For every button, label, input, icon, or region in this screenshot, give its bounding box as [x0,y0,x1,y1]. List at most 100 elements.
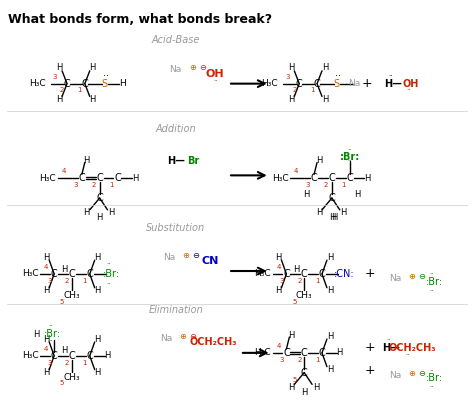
Text: Br: Br [187,156,200,166]
Text: H: H [337,348,343,357]
Text: H—: H— [382,343,400,353]
Text: ··: ·· [213,78,218,84]
Text: H: H [327,365,333,374]
Text: 5: 5 [60,299,64,305]
Text: H: H [327,253,333,262]
Text: 4: 4 [294,168,299,174]
Text: H: H [355,190,361,198]
Text: :Br:: :Br: [426,373,443,383]
Text: H: H [328,213,335,222]
Text: H: H [43,253,49,262]
Text: 2: 2 [60,87,64,93]
Text: ··: ·· [429,385,434,391]
Text: C: C [82,79,88,89]
Text: Na: Na [160,334,172,342]
Text: :Br:: :Br: [103,269,120,279]
Text: OH: OH [403,79,419,89]
Text: H: H [316,209,322,217]
Text: Elimination: Elimination [148,306,203,316]
Text: H₃C: H₃C [272,174,288,183]
Text: Acid-Base: Acid-Base [152,35,200,45]
Text: ⊖: ⊖ [192,251,199,260]
Text: H₃C: H₃C [254,348,271,357]
Text: C: C [319,269,325,279]
Text: H: H [43,368,49,377]
Text: H: H [83,209,90,217]
Text: 5: 5 [292,299,297,305]
Text: H: H [56,95,62,104]
Text: 4: 4 [276,264,281,270]
Text: H₃C: H₃C [261,79,277,88]
Text: OH: OH [206,69,225,79]
Text: H: H [132,174,138,183]
Text: H: H [61,265,67,273]
Text: H—: H— [167,156,185,166]
Text: H: H [275,286,282,295]
Text: 2: 2 [65,360,69,366]
Text: C: C [69,269,75,279]
Text: H: H [94,368,101,377]
Text: ··: ·· [388,73,392,79]
Text: H: H [96,213,103,222]
Text: ⊕: ⊕ [182,251,189,260]
Text: ··: ·· [347,147,352,153]
Text: H₃C: H₃C [254,269,271,278]
Text: C: C [301,368,308,378]
Text: H: H [293,265,300,273]
Text: C: C [301,348,308,358]
Text: 2: 2 [297,278,301,284]
Text: S: S [101,79,108,89]
Text: 2: 2 [91,182,96,188]
Text: 1: 1 [341,182,346,188]
Text: H: H [322,63,328,72]
Text: ··: ·· [335,71,344,81]
Text: H: H [94,334,101,344]
Text: H: H [364,174,371,183]
Text: OCH₂CH₃: OCH₂CH₃ [388,343,436,353]
Text: 3: 3 [306,182,310,188]
Text: H₃C: H₃C [39,174,56,183]
Text: H: H [322,95,328,104]
Text: ⊕: ⊕ [189,63,196,72]
Text: ··: ·· [429,368,434,374]
Text: C: C [69,351,75,361]
Text: C: C [328,173,335,183]
Text: ··: ·· [429,288,434,294]
Text: H: H [56,63,62,72]
Text: 4: 4 [276,343,281,349]
Text: H: H [288,383,294,392]
Text: H: H [316,156,322,165]
Text: :Br:: :Br: [426,277,443,287]
Text: +: + [361,77,372,90]
Text: 3: 3 [279,357,284,363]
Text: Addition: Addition [155,124,196,134]
Text: C: C [319,348,325,358]
Text: C: C [51,269,57,279]
Text: C: C [346,173,353,183]
Text: C: C [328,193,335,203]
Text: C: C [86,351,93,361]
Text: 3: 3 [285,74,290,80]
Text: 3: 3 [47,360,52,366]
Text: C: C [96,173,103,183]
Text: C: C [64,79,71,89]
Text: Na: Na [389,371,401,380]
Text: H: H [327,286,333,295]
Text: H: H [108,209,115,217]
Text: H: H [43,286,49,295]
Text: C: C [283,348,290,358]
Text: 1: 1 [109,182,114,188]
Text: CN: CN [201,256,219,266]
Text: Na: Na [170,65,182,74]
Text: :Br:: :Br: [339,152,360,162]
Text: C: C [311,173,318,183]
Text: ··: ·· [103,71,112,81]
Text: 1: 1 [310,87,314,93]
Text: C: C [51,351,57,361]
Text: 1: 1 [82,360,87,366]
Text: H: H [331,213,337,222]
Text: H: H [340,209,347,217]
Text: ··: ·· [48,323,53,329]
Text: +: + [365,341,376,354]
Text: 2: 2 [292,87,297,93]
